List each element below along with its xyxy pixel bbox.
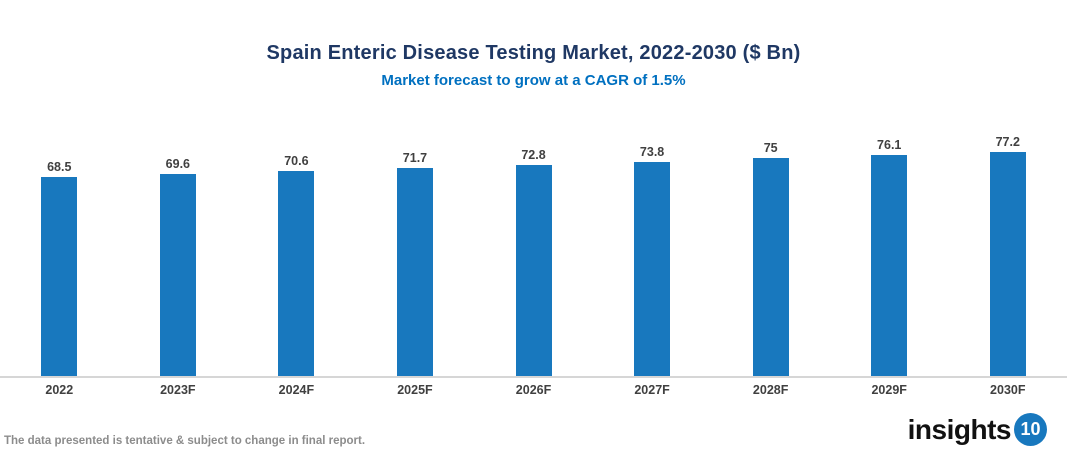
bar [989,152,1026,377]
x-axis-label: 2027F [634,383,670,397]
chart-subtitle: Market forecast to grow at a CAGR of 1.5… [381,72,686,89]
bar [515,164,552,377]
bar-value-label: 69.6 [165,157,191,172]
x-axis-label: 2022 [45,383,74,397]
bar-value-label: 72.8 [521,147,546,162]
logo-text: insights [907,413,1012,445]
x-axis-label: 2025F [397,383,433,397]
x-axis-label: 2028F [752,383,789,397]
bar-column: 72.8 [474,120,593,377]
bar-column: 70.6 [237,120,356,377]
x-axis-label: 2024F [278,383,315,397]
bar-value-label: 73.8 [639,144,665,159]
bar-value-label: 77.2 [995,135,1020,149]
bar-value-label: 70.6 [284,154,309,169]
x-axis-label: 2030F [990,383,1026,397]
bar-chart-plot-area: 68.5 69.6 70.6 71.7 72.8 73.8 75 76.1 77.2 [0,120,1067,377]
bar-value-label: 75 [763,141,778,156]
bar [278,171,315,377]
bar-value-label: 68.5 [47,160,72,175]
bar-column: 71.7 [356,120,475,377]
footer-disclaimer: The data presented is tentative & subjec… [4,435,366,447]
x-axis-line [0,376,1067,378]
bar [634,161,671,377]
chart-header: Spain Enteric Disease Testing Market, 20… [0,42,1067,89]
x-axis-labels: 2022 2023F 2024F 2025F 2026F 2027F 2028F 2029F 2… [0,383,1067,397]
x-axis-label: 2029F [871,383,907,397]
bar [752,158,789,377]
x-axis-label: 2026F [515,383,552,397]
logo-badge-10: 10 [1014,413,1047,446]
bar-value-label: 76.1 [877,138,902,153]
bar [871,155,908,377]
bar-column: 77.2 [949,120,1067,377]
bar-column: 76.1 [830,120,949,377]
bar-column: 68.5 [0,120,119,377]
bar-column: 73.8 [593,120,712,377]
insights10-logo: insights 10 [908,413,1047,446]
bar [396,168,433,377]
bar [159,174,196,377]
x-axis-label: 2023F [160,383,196,397]
chart-title: Spain Enteric Disease Testing Market, 20… [266,42,801,64]
bar [41,177,78,377]
bar-column: 69.6 [119,120,238,377]
bar-value-label: 71.7 [402,151,428,165]
bar-column: 75 [711,120,830,377]
